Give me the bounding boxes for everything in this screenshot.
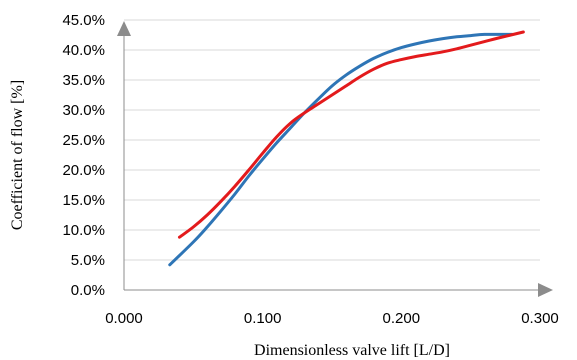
series-lines bbox=[168, 30, 525, 267]
gridlines bbox=[124, 19, 540, 261]
y-tick-label: 25.0% bbox=[62, 132, 105, 149]
x-tick-label: 0.200 bbox=[383, 310, 421, 327]
x-axis-arrow bbox=[538, 283, 553, 297]
x-tick-label: 0.300 bbox=[521, 310, 559, 327]
y-axis-arrow bbox=[117, 21, 131, 36]
y-tick-label: 5.0% bbox=[71, 252, 105, 269]
y-tick-label: 10.0% bbox=[62, 222, 105, 239]
y-tick-label: 0.0% bbox=[71, 282, 105, 299]
y-tick-label: 35.0% bbox=[62, 72, 105, 89]
y-tick-labels: 0.0% 5.0% 10.0% 15.0% 20.0% 25.0% 30.0% 35.0% 40… bbox=[62, 12, 105, 299]
series-line-red bbox=[177, 30, 525, 239]
axes bbox=[117, 21, 553, 297]
y-tick-label: 20.0% bbox=[62, 162, 105, 179]
y-tick-label: 45.0% bbox=[62, 12, 105, 29]
y-tick-label: 15.0% bbox=[62, 192, 105, 209]
series-line-blue bbox=[168, 32, 514, 267]
x-axis-title: Dimensionless valve lift [L/D] bbox=[254, 342, 450, 359]
y-axis-title: Coefficient of flow [%] bbox=[9, 80, 26, 230]
x-tick-label: 0.100 bbox=[244, 310, 282, 327]
x-tick-labels: 0.000 0.100 0.200 0.300 bbox=[105, 310, 559, 327]
y-tick-label: 40.0% bbox=[62, 42, 105, 59]
x-tick-label: 0.000 bbox=[105, 310, 143, 327]
y-tick-label: 30.0% bbox=[62, 102, 105, 119]
